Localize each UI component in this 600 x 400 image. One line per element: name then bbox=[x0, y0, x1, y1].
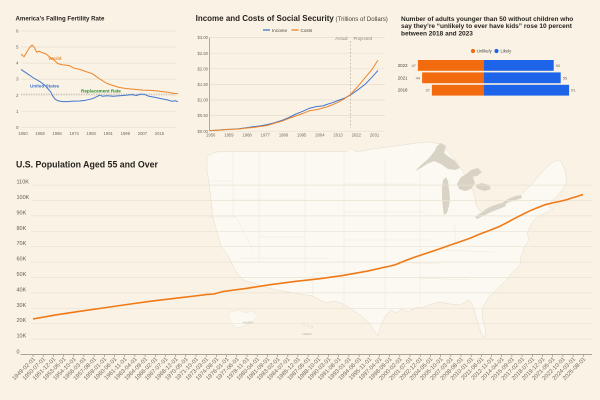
svg-text:2: 2 bbox=[16, 93, 19, 98]
svg-text:Replacement Rate: Replacement Rate bbox=[81, 88, 121, 93]
svg-text:$2.50: $2.50 bbox=[198, 51, 209, 56]
svg-text:110K: 110K bbox=[17, 180, 30, 186]
svg-text:1995: 1995 bbox=[297, 132, 307, 137]
svg-text:20K: 20K bbox=[17, 318, 27, 324]
svg-text:1950: 1950 bbox=[18, 131, 28, 136]
svg-text:1966: 1966 bbox=[52, 131, 62, 136]
svg-text:55: 55 bbox=[563, 75, 568, 80]
svg-text:$0.00: $0.00 bbox=[198, 129, 209, 134]
svg-text:$0.50: $0.50 bbox=[198, 113, 209, 118]
svg-text:1983: 1983 bbox=[87, 131, 97, 136]
svg-text:say they’re “unlikely to ever: say they’re “unlikely to ever have kids”… bbox=[401, 23, 573, 30]
svg-text:between 2018 and 2023: between 2018 and 2023 bbox=[401, 30, 473, 37]
svg-text:47: 47 bbox=[411, 63, 416, 68]
svg-text:100K: 100K bbox=[17, 195, 30, 201]
svg-text:ALASKA: ALASKA bbox=[243, 321, 253, 325]
svg-text:40K: 40K bbox=[17, 287, 27, 293]
svg-text:$2.00: $2.00 bbox=[198, 66, 209, 71]
svg-text:1999: 1999 bbox=[121, 131, 131, 136]
svg-text:37: 37 bbox=[425, 88, 430, 93]
svg-text:3: 3 bbox=[16, 77, 19, 82]
svg-text:0: 0 bbox=[16, 125, 19, 130]
svg-text:Costs: Costs bbox=[301, 28, 313, 33]
svg-text:44: 44 bbox=[416, 75, 421, 80]
svg-text:1991: 1991 bbox=[104, 131, 114, 136]
svg-text:2022: 2022 bbox=[352, 132, 362, 137]
svg-text:$1.50: $1.50 bbox=[198, 82, 209, 87]
svg-text:6: 6 bbox=[16, 29, 19, 34]
svg-text:2023: 2023 bbox=[398, 63, 408, 68]
svg-text:America’s Falling Fertility Ra: America’s Falling Fertility Rate bbox=[16, 16, 105, 23]
svg-text:U.S. Population Aged 55 and Ov: U.S. Population Aged 55 and Over bbox=[16, 159, 158, 169]
svg-text:1959: 1959 bbox=[224, 132, 234, 137]
svg-text:2004: 2004 bbox=[315, 132, 325, 137]
svg-text:HAWAII: HAWAII bbox=[303, 332, 312, 336]
svg-text:1986: 1986 bbox=[279, 132, 289, 137]
svg-text:Projected: Projected bbox=[354, 36, 373, 41]
svg-text:1958: 1958 bbox=[35, 131, 45, 136]
svg-text:United States: United States bbox=[30, 84, 60, 89]
svg-text:2015: 2015 bbox=[155, 131, 165, 136]
svg-text:Likely: Likely bbox=[501, 49, 513, 54]
svg-text:61: 61 bbox=[571, 88, 576, 93]
svg-text:2031: 2031 bbox=[370, 132, 380, 137]
svg-text:Actual: Actual bbox=[335, 36, 347, 41]
svg-text:Number of adults younger than: Number of adults younger than 50 without… bbox=[401, 16, 573, 23]
svg-text:2021: 2021 bbox=[398, 75, 408, 80]
svg-text:Income and Costs of Social Sec: Income and Costs of Social Security (Tri… bbox=[196, 14, 388, 23]
svg-text:1968: 1968 bbox=[242, 132, 252, 137]
svg-text:$1.00: $1.00 bbox=[198, 98, 209, 103]
svg-text:0: 0 bbox=[17, 349, 20, 355]
svg-text:2007: 2007 bbox=[138, 131, 148, 136]
svg-text:1: 1 bbox=[16, 109, 19, 114]
svg-text:60K: 60K bbox=[17, 257, 27, 263]
svg-text:2013: 2013 bbox=[333, 132, 343, 137]
svg-text:50K: 50K bbox=[17, 272, 27, 278]
svg-text:World: World bbox=[49, 56, 62, 61]
svg-text:1977: 1977 bbox=[261, 132, 271, 137]
svg-text:Income: Income bbox=[272, 28, 288, 33]
svg-text:80K: 80K bbox=[17, 226, 27, 232]
svg-text:1974: 1974 bbox=[70, 131, 80, 136]
svg-text:$3.00: $3.00 bbox=[198, 35, 209, 40]
svg-text:70K: 70K bbox=[17, 241, 27, 247]
svg-text:1950: 1950 bbox=[206, 132, 216, 137]
svg-text:2018: 2018 bbox=[398, 88, 408, 93]
svg-text:5: 5 bbox=[16, 45, 19, 50]
svg-text:10K: 10K bbox=[17, 334, 27, 340]
svg-text:30K: 30K bbox=[17, 303, 27, 309]
svg-text:Unlikely: Unlikely bbox=[477, 49, 493, 54]
svg-text:4: 4 bbox=[16, 61, 19, 66]
svg-text:90K: 90K bbox=[17, 210, 27, 216]
svg-text:50: 50 bbox=[556, 63, 561, 68]
